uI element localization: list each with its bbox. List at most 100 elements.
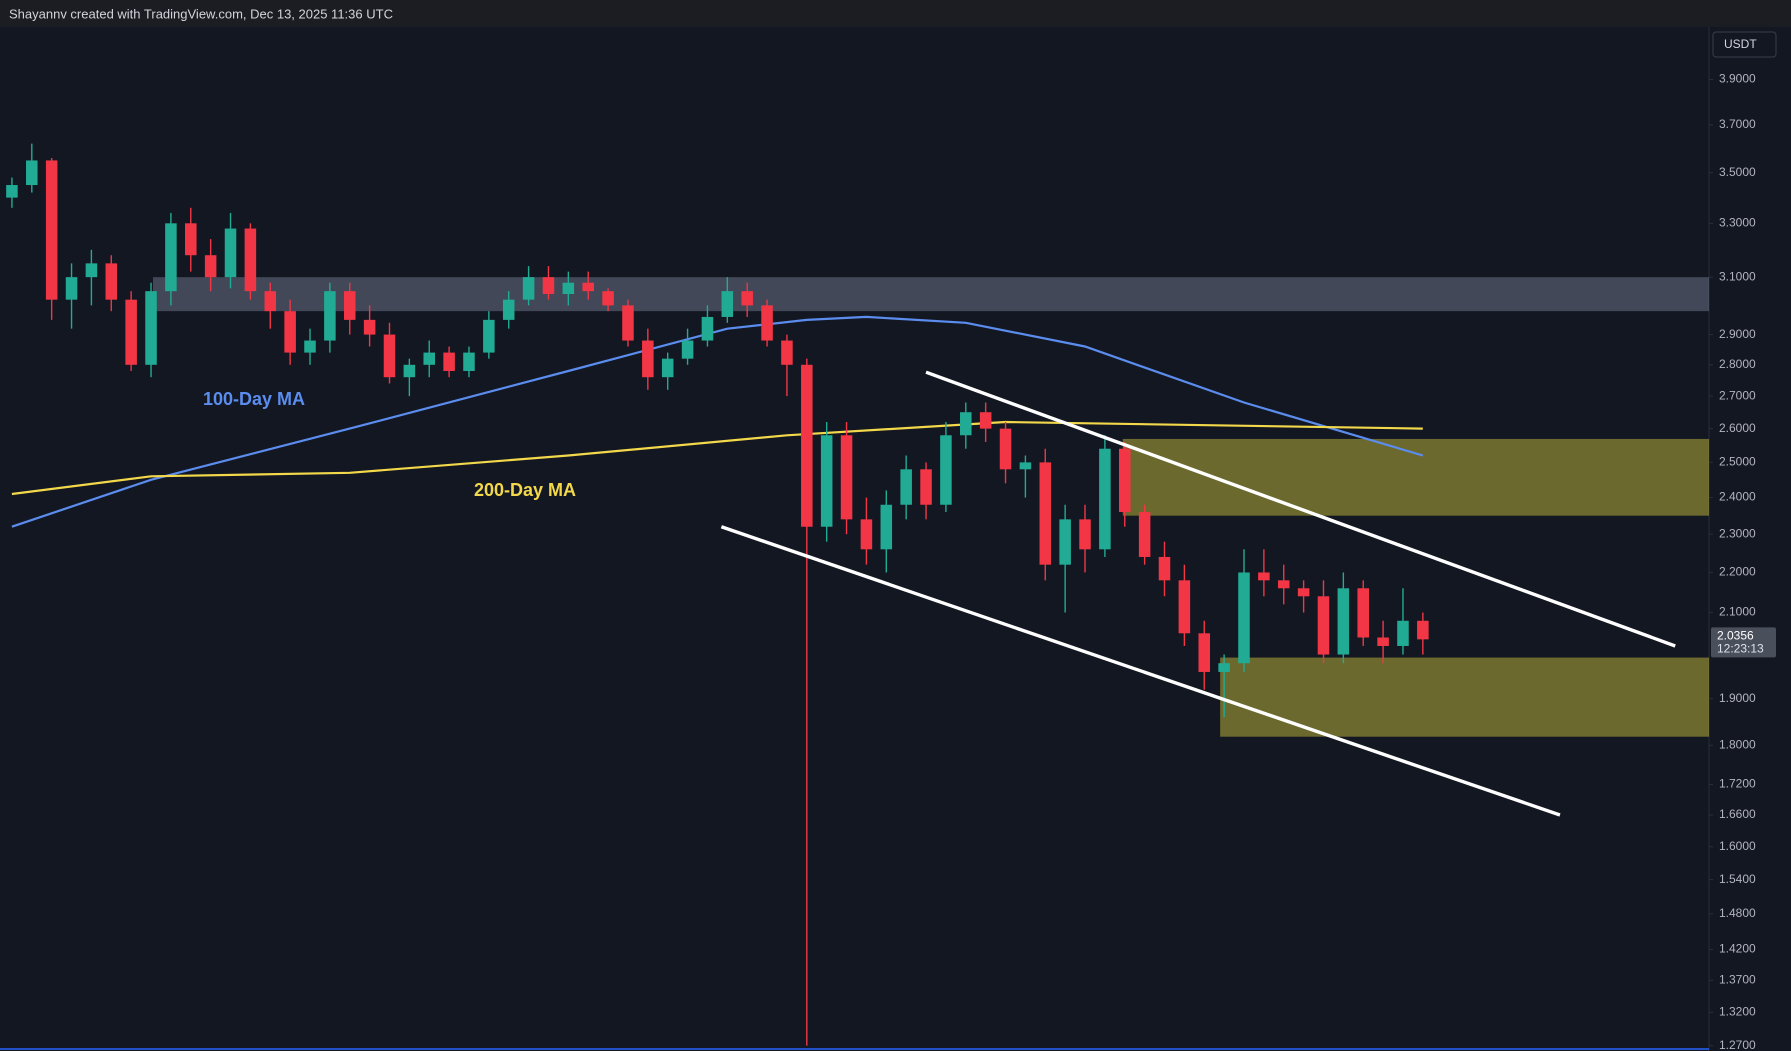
candle-body: [940, 435, 952, 505]
candle-body: [960, 412, 972, 436]
moving-average-line: [11, 315, 1424, 528]
candle-body: [244, 228, 257, 292]
candle-body: [602, 291, 614, 306]
y-tick-label: 3.5000: [1719, 165, 1756, 179]
candle-body: [522, 277, 535, 300]
candle-body: [463, 352, 475, 371]
zone: [1122, 438, 1709, 516]
countdown-label: 12:23:13: [1717, 642, 1764, 656]
candle-body: [1377, 637, 1389, 646]
moving-average-label: 100-Day MA: [203, 389, 305, 409]
candle-body: [26, 160, 38, 186]
candle-body: [304, 340, 316, 353]
y-tick-label: 2.4000: [1719, 490, 1756, 504]
candle-body: [324, 291, 336, 341]
candle-body: [165, 223, 177, 292]
candle-body: [979, 412, 992, 429]
zone: [153, 277, 1709, 312]
candle-body: [1258, 572, 1270, 581]
candle-body: [582, 282, 594, 292]
y-tick-label: 1.2700: [1719, 1038, 1756, 1051]
candle-body: [443, 352, 455, 371]
candle-body: [880, 504, 893, 550]
candle-body: [920, 469, 932, 505]
candle-body: [741, 291, 753, 306]
y-tick-label: 3.7000: [1719, 117, 1756, 131]
y-tick-label: 2.7000: [1719, 388, 1756, 402]
moving-average-label: 200-Day MA: [474, 480, 576, 500]
candle-body: [840, 435, 853, 520]
candle-body: [1357, 588, 1369, 638]
candle-body: [999, 428, 1012, 470]
candle-body: [721, 291, 734, 317]
candle-body: [45, 160, 58, 300]
candle-body: [562, 282, 575, 294]
candle-body: [1297, 588, 1310, 597]
y-tick-label: 1.6600: [1719, 807, 1756, 821]
candle-body: [105, 263, 118, 300]
candle-body: [1039, 462, 1052, 565]
candle-body: [1317, 596, 1330, 655]
y-tick-label: 1.3200: [1719, 1005, 1756, 1019]
candle-body: [681, 340, 694, 359]
candle-body: [224, 228, 237, 278]
candle-body: [1059, 519, 1071, 565]
candle-body: [701, 316, 714, 341]
candle-body: [781, 340, 793, 365]
candle-body: [542, 277, 555, 294]
y-tick-label: 3.1000: [1719, 269, 1756, 283]
candle-body: [383, 334, 396, 378]
candle-body: [65, 277, 78, 300]
candle-body: [860, 519, 873, 550]
candle-body: [1019, 462, 1032, 470]
candle-body: [145, 291, 157, 365]
candle-body: [1079, 519, 1091, 550]
y-tick-label: 1.4200: [1719, 942, 1756, 956]
candle-body: [1218, 663, 1230, 672]
candle-body: [185, 223, 197, 256]
candle-body: [801, 364, 813, 527]
y-tick-label: 2.3000: [1719, 526, 1756, 540]
y-tick-label: 1.5400: [1719, 872, 1756, 886]
candle-body: [483, 319, 495, 353]
candle-body: [1238, 572, 1250, 664]
candle-body: [661, 358, 674, 378]
candle-body: [1099, 448, 1111, 550]
candle-body: [125, 299, 137, 365]
trendline: [925, 370, 1676, 648]
plot-area: [6, 143, 1709, 1046]
price-tag: [1711, 627, 1776, 658]
last-price-label: 2.0356: [1717, 629, 1754, 643]
candle-body: [1337, 588, 1350, 655]
currency-box: [1712, 31, 1777, 58]
currency-label: USDT: [1724, 37, 1757, 51]
moving-average-line: [11, 420, 1423, 496]
candle-body: [1138, 512, 1151, 557]
candle-body: [1397, 620, 1409, 646]
y-tick-label: 1.8000: [1719, 737, 1756, 751]
y-tick-label: 2.2000: [1719, 565, 1756, 579]
trendline: [720, 525, 1561, 817]
candle-body: [85, 263, 98, 278]
y-tick-label: 3.9000: [1719, 72, 1756, 86]
header-bar: [0, 0, 1791, 27]
y-tick-label: 1.6000: [1719, 839, 1756, 853]
y-tick-label: 2.5000: [1719, 455, 1756, 469]
candle-body: [1277, 580, 1290, 589]
candle-body: [622, 305, 634, 341]
candle-body: [820, 435, 833, 527]
y-tick-label: 1.4800: [1719, 906, 1756, 920]
candle-body: [423, 352, 436, 365]
y-tick-label: 3.3000: [1719, 215, 1756, 229]
chart-title: Shayannv created with TradingView.com, D…: [9, 6, 393, 21]
candle-body: [1198, 633, 1211, 672]
y-tick-label: 2.6000: [1719, 421, 1756, 435]
candle-body: [343, 291, 356, 320]
y-tick-label: 2.1000: [1719, 605, 1756, 619]
candle-body: [1118, 448, 1131, 513]
candle-body: [204, 255, 217, 278]
candle-body: [403, 364, 416, 378]
